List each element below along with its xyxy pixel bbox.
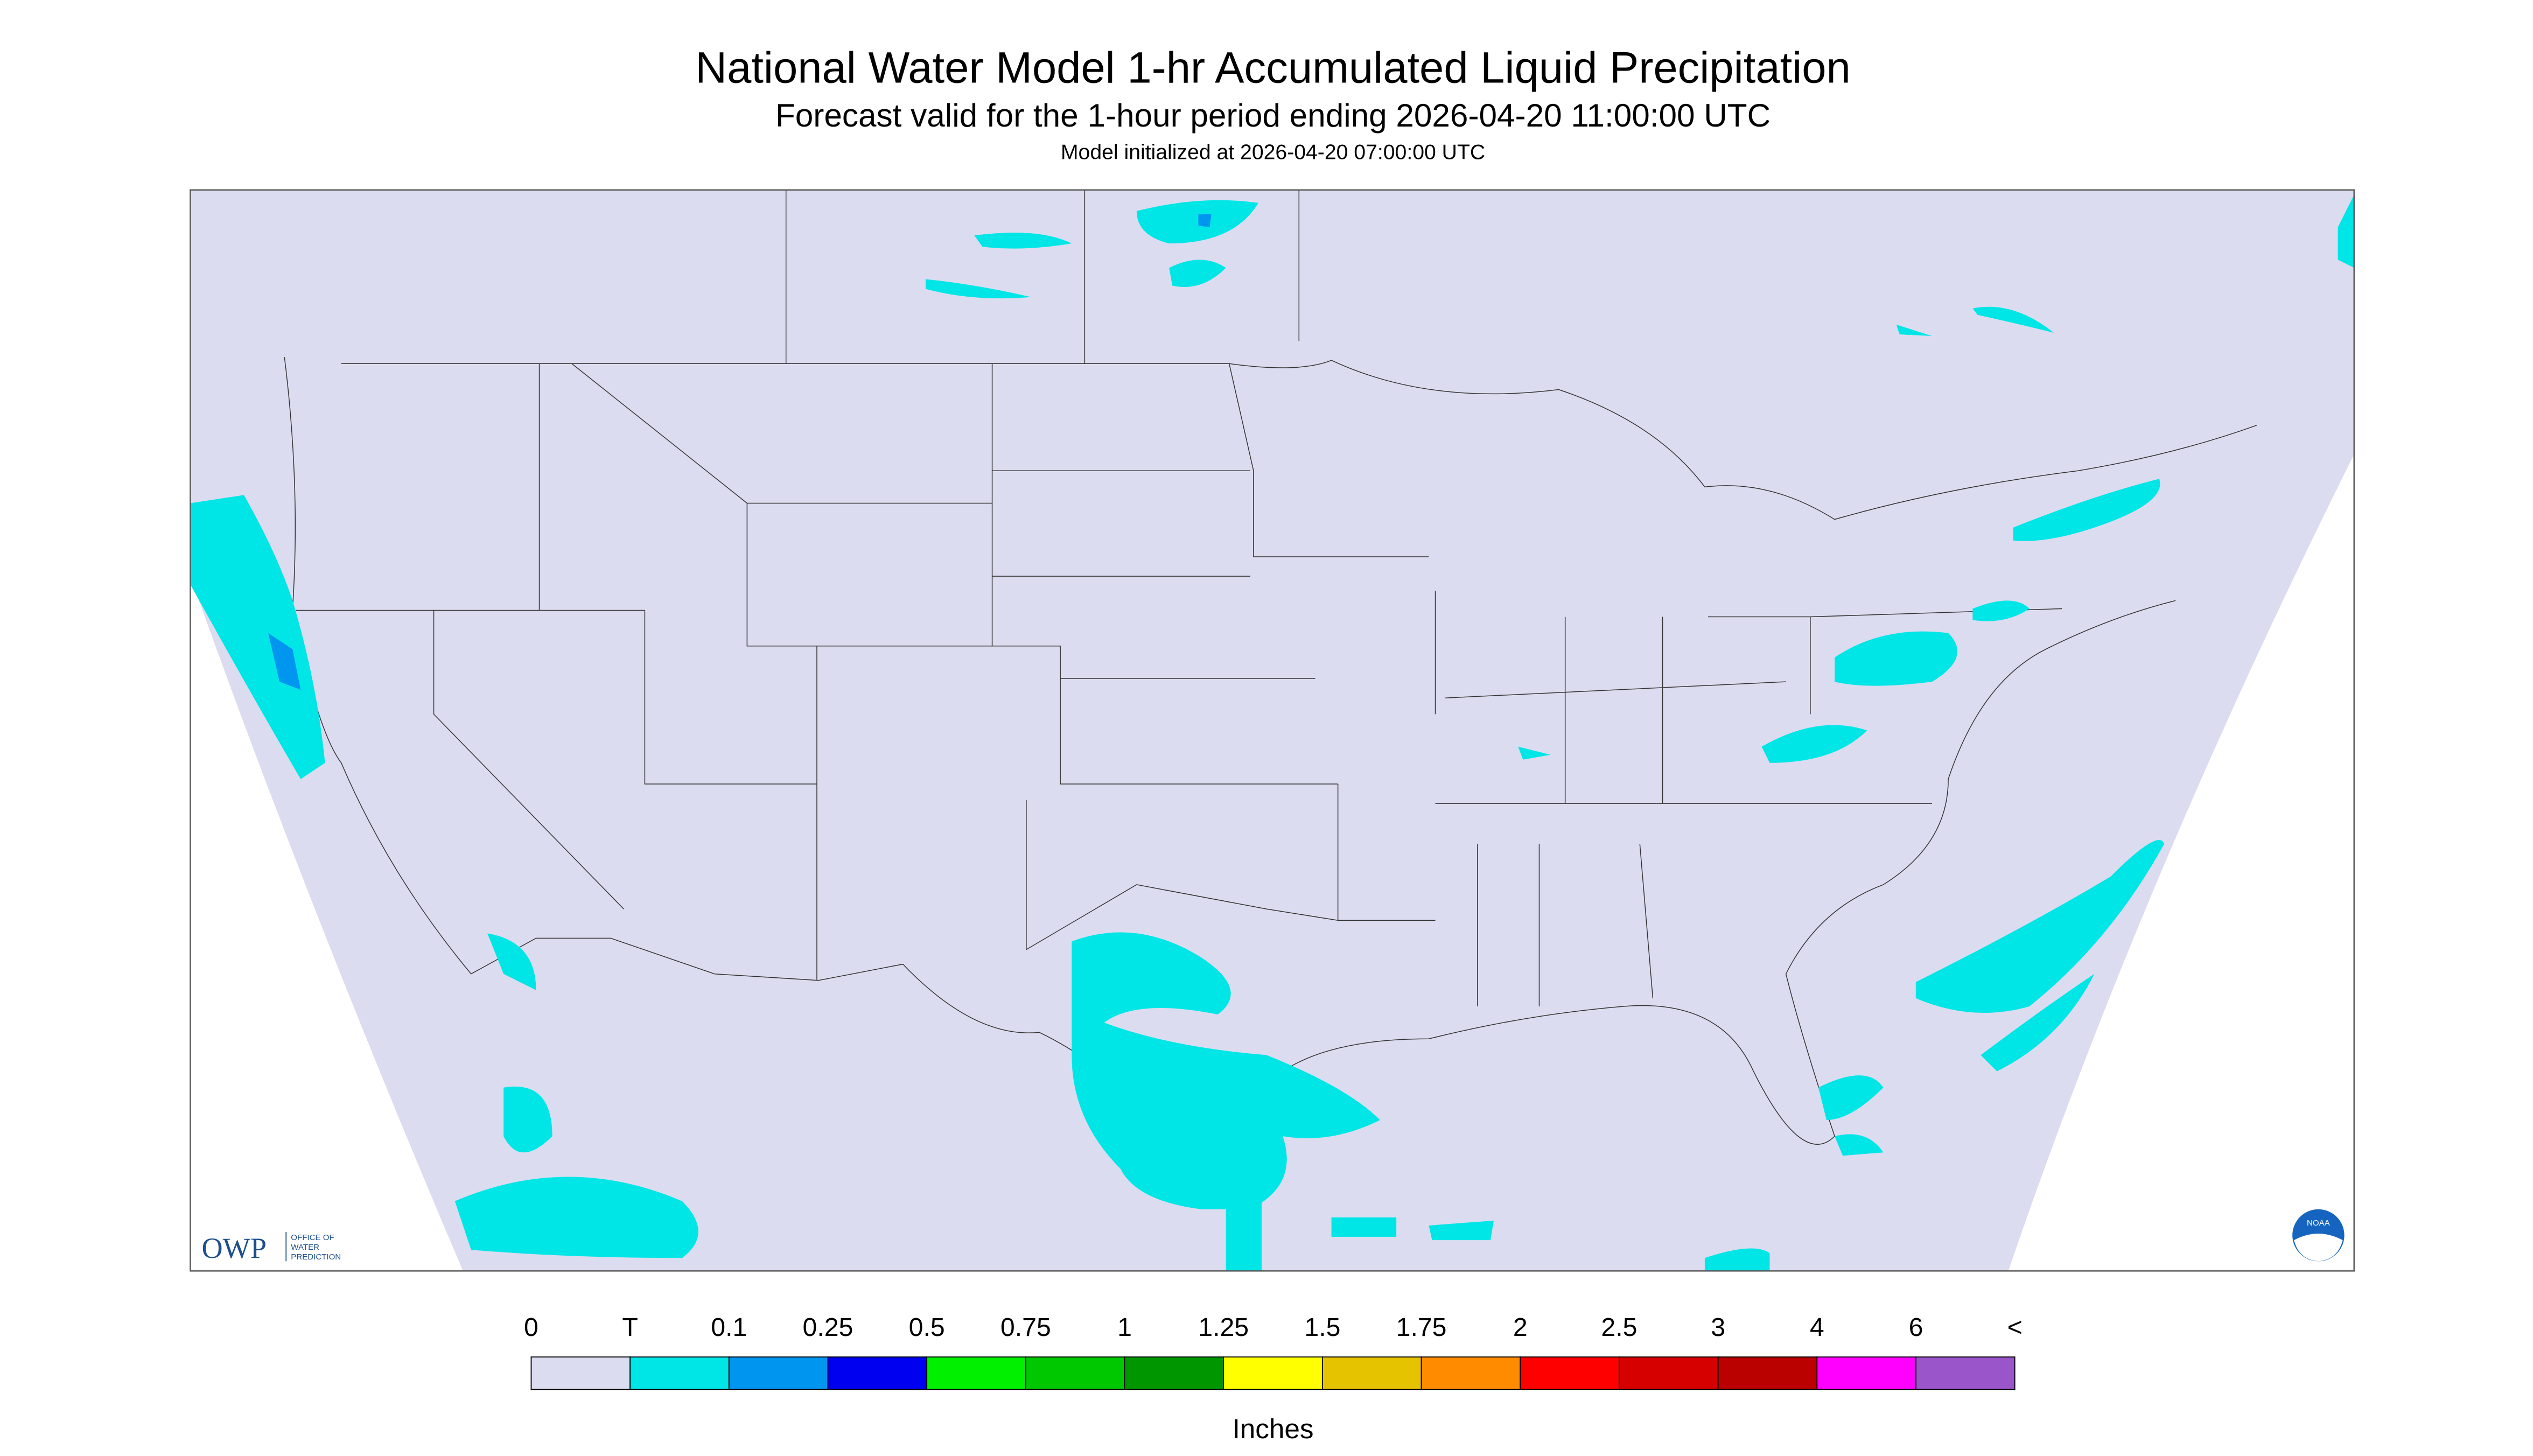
legend-label: 0.75 [1000,1313,1051,1342]
legend-swatch [1816,1356,1916,1390]
legend-unit: Inches [1233,1413,1314,1444]
legend-swatch [728,1356,829,1390]
legend-label: 0 [524,1313,538,1342]
owp-name: PREDICTION [291,1252,341,1262]
owp-logo-text: OWP [201,1232,267,1264]
legend-swatch [1717,1356,1818,1390]
legend-swatch [1520,1356,1620,1390]
legend-swatch [1025,1356,1125,1390]
legend: 0 T 0.1 0.25 0.5 0.75 1 1.25 1.5 1.75 2 2.5 3 4 6 < [524,1313,2023,1390]
legend-label: 6 [1909,1313,1923,1342]
legend-label: 1 [1117,1313,1132,1342]
legend-swatch [926,1356,1026,1390]
legend-label: 3 [1711,1313,1725,1342]
noaa-logo: NOAA [2292,1209,2345,1262]
legend-label: 0.5 [909,1313,945,1342]
boundaries [284,190,2257,1170]
owp-logo: OWP OFFICE OF WATER PREDICTION [201,1232,341,1264]
legend-swatch [827,1356,928,1390]
legend-label: 1.25 [1198,1313,1249,1342]
owp-name: WATER [291,1243,319,1252]
map-frame [190,189,2355,1272]
legend-label: < [2007,1313,2023,1342]
legend-label: 1.75 [1396,1313,1447,1342]
legend-label: 1.5 [1304,1313,1340,1342]
subtitle: Forecast valid for the 1-hour period end… [775,97,1771,134]
outside-domain-right [2008,454,2354,1271]
legend-swatch [1915,1356,2016,1390]
legend-swatch [1124,1356,1224,1390]
outside-domain-left [190,576,463,1271]
noaa-logo-text: NOAA [2307,1219,2331,1228]
legend-swatch [1321,1356,1422,1390]
legend-label: 2.5 [1601,1313,1637,1342]
legend-label: 4 [1810,1313,1824,1342]
legend-label: T [622,1313,638,1342]
owp-name: OFFICE OF [291,1233,334,1242]
legend-label: 2 [1513,1313,1528,1342]
legend-swatch [1421,1356,1521,1390]
init-time: Model initialized at 2026-04-20 07:00:00… [1061,141,1485,164]
legend-label: 0.25 [803,1313,853,1342]
legend-swatch [530,1356,631,1390]
precipitation [190,194,2354,1271]
legend-swatch [1223,1356,1323,1390]
legend-swatch [1619,1356,1719,1390]
legend-swatch [629,1356,730,1390]
map [190,189,2355,1272]
title: National Water Model 1-hr Accumulated Li… [695,44,1850,93]
legend-label: 0.1 [711,1313,747,1342]
